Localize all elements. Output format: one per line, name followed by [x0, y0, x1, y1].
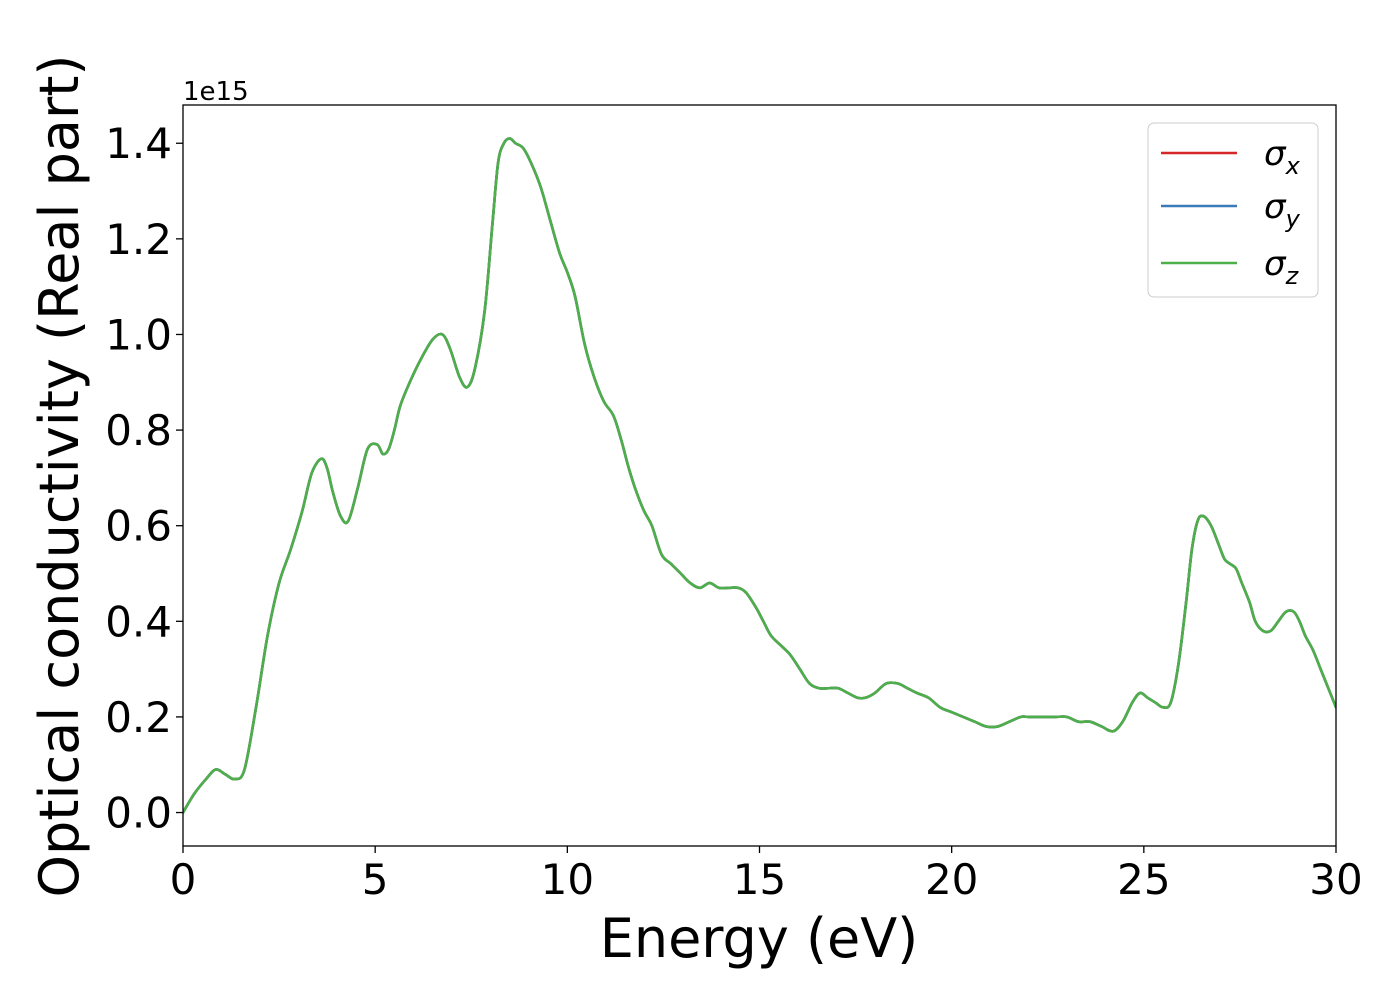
y-tick-label: 0.8 [105, 406, 172, 455]
series-layer [183, 137, 1336, 814]
y-axis-label: Optical conductivity (Real part) [28, 55, 91, 898]
legend: σx σy σz [1147, 122, 1319, 298]
x-axis-label: Energy (eV) [600, 907, 919, 970]
y-tick-label: 1.2 [105, 215, 172, 264]
x-tick-label: 5 [362, 855, 389, 904]
x-tick-label: 10 [541, 855, 594, 904]
x-tick-label: 25 [1117, 855, 1170, 904]
y-tick-label: 1.4 [105, 119, 172, 168]
y-tick-label: 0.6 [105, 502, 172, 551]
plot-area [183, 137, 1336, 814]
x-tick-label: 15 [733, 855, 786, 904]
x-axis: 0 5 10 15 20 25 30 [170, 846, 1363, 904]
y-tick-label: 0.0 [105, 789, 172, 838]
x-tick-label: 30 [1309, 855, 1362, 904]
legend-box [1147, 122, 1319, 298]
y-axis: 0.0 0.2 0.4 0.6 0.8 1.0 1.2 1.4 [105, 119, 183, 838]
legend-label-y: σy [1264, 187, 1301, 233]
series-line-z [183, 137, 1336, 814]
y-offset-label: 1e15 [183, 77, 249, 107]
y-tick-label: 0.4 [105, 597, 172, 646]
x-tick-label: 20 [925, 855, 978, 904]
legend-label-z: σz [1264, 244, 1300, 290]
legend-label-x: σx [1264, 134, 1301, 180]
y-tick-label: 1.0 [105, 310, 172, 359]
y-tick-label: 0.2 [105, 693, 172, 742]
x-tick-label: 0 [170, 855, 197, 904]
